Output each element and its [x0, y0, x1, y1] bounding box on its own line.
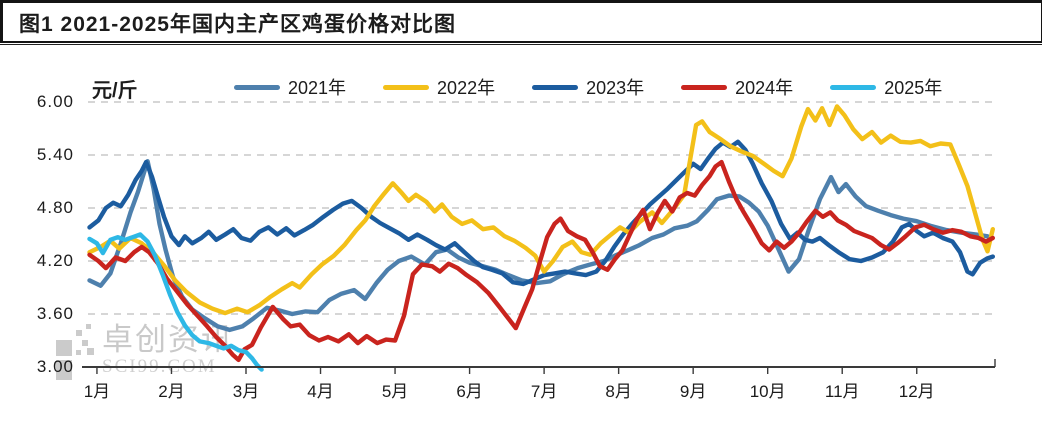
legend-item-2022: 2022年 [383, 74, 495, 100]
legend-label: 2024年 [735, 78, 794, 98]
y-tick-label: 6.00 [36, 92, 74, 111]
legend-label: 2023年 [586, 78, 645, 98]
series-line-2023 [87, 139, 995, 287]
series-line-2024 [87, 159, 995, 363]
x-tick-label: 4月 [307, 382, 334, 401]
x-tick-label: 9月 [679, 382, 707, 401]
y-axis-unit: 元/斤 [92, 80, 138, 102]
y-tick-label: 4.80 [36, 198, 74, 217]
y-tick-label: 4.20 [36, 251, 74, 270]
legend-item-2024: 2024年 [681, 74, 793, 100]
y-tick-label: 3.00 [36, 357, 74, 376]
x-tick-label: 2月 [158, 382, 185, 401]
legend-swatch [234, 84, 280, 90]
legend-item-2025: 2025年 [830, 74, 942, 100]
figure-title: 图1 2021-2025年国内主产区鸡蛋价格对比图 [19, 13, 456, 36]
price-line-chart [82, 101, 996, 374]
x-tick-label: 3月 [232, 382, 260, 401]
x-tick-label: 6月 [456, 382, 483, 401]
legend-label: 2021年 [288, 78, 347, 98]
x-tick-label: 7月 [530, 382, 558, 401]
legend-item-2023: 2023年 [532, 74, 644, 100]
watermark-qr-icon [56, 324, 94, 380]
series-line-2022 [87, 104, 995, 316]
x-tick-label: 5月 [381, 382, 409, 401]
y-tick-label: 3.60 [36, 304, 74, 323]
legend-swatch [532, 84, 579, 90]
y-tick-label: 5.40 [36, 145, 74, 164]
legend-item-2021: 2021年 [234, 74, 346, 100]
legend-swatch [830, 84, 877, 90]
legend-swatch [681, 84, 728, 90]
chart-area: 卓创资讯 SCI99.COM 元/斤 6.00 5.40 4.80 4.20 3.60 3… [0, 46, 1042, 446]
series-line-2021 [87, 158, 990, 333]
x-tick-label: 10月 [749, 382, 786, 401]
x-tick-label: 11月 [824, 382, 860, 401]
legend-swatch [383, 84, 430, 90]
title-underline [0, 44, 1042, 45]
x-tick-label: 1月 [83, 382, 111, 401]
legend-label: 2022年 [437, 78, 496, 98]
watermark-text: 卓创资讯 SCI99.COM [102, 324, 234, 380]
series-line-2025 [87, 232, 264, 372]
legend-label: 2025年 [884, 78, 943, 98]
legend: 2021年 2022年 2023年 2024年 2025年 [234, 74, 942, 100]
x-tick-label: 8月 [605, 382, 632, 401]
x-tick-label: 12月 [898, 382, 935, 401]
watermark: 卓创资讯 SCI99.COM [56, 324, 234, 380]
title-bar: 图1 2021-2025年国内主产区鸡蛋价格对比图 [0, 0, 1042, 43]
